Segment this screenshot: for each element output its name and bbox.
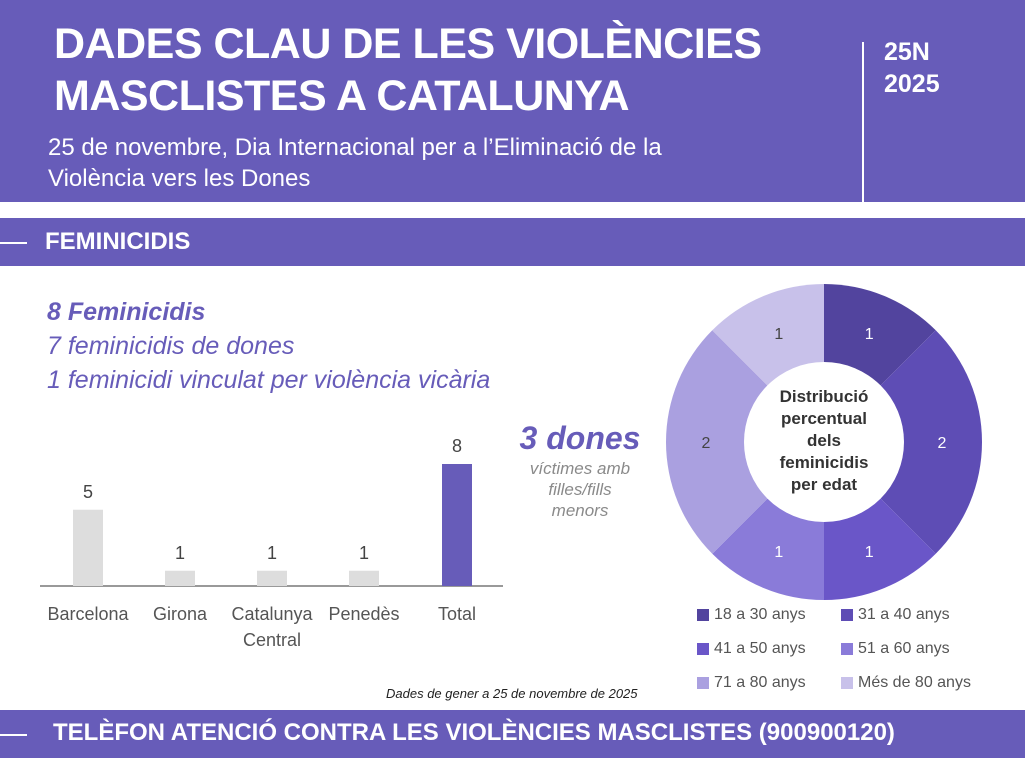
legend-swatch [697,609,709,621]
children-count: 3 dones [519,420,641,456]
legend-label: 41 a 50 anys [714,640,806,657]
children-text: víctimes amb [529,459,631,478]
donut-center-label: Distribució [780,387,869,406]
slice-value-label: 1 [865,326,874,343]
x-tick-label: Penedès [328,604,399,624]
legend-item: 18 a 30 anys [697,606,806,624]
section-header: FEMINICIDIS [0,218,1025,266]
legend-swatch [697,643,709,655]
children-stat: 3 dones víctimes amb filles/fills menors [505,418,655,521]
children-text: filles/fills [548,480,612,499]
data-note: Dades de gener a 25 de novembre de 2025 [386,686,638,701]
divider [862,42,864,202]
footer: TELÈFON ATENCIÓ CONTRA LES VIOLÈNCIES MA… [0,710,1025,758]
stat-total: 8 Feminicidis [47,298,206,326]
section-title: FEMINICIDIS [45,228,191,255]
title-line: DADES CLAU DE LES VIOLÈNCIES [54,20,762,68]
title-line: MASCLISTES A CATALUNYA [54,72,630,120]
donut-center-label: percentual [781,409,867,428]
legend-swatch [841,643,853,655]
legend-swatch [841,677,853,689]
legend-item: Més de 80 anys [841,674,971,692]
donut-center-label: dels [807,431,841,450]
header: DADES CLAU DE LES VIOLÈNCIES MASCLISTES A… [0,0,1025,202]
subtitle: 25 de novembre, Dia Internacional per a … [48,132,848,194]
bar-value-label: 8 [452,436,462,456]
dash [0,242,27,244]
legend-label: 51 a 60 anys [858,640,950,657]
bar-value-label: 1 [267,543,277,563]
dash [0,734,27,736]
legend-label: 71 a 80 anys [714,674,806,691]
slice-value-label: 1 [865,544,874,561]
slice-value-label: 1 [774,544,783,561]
slice-value-label: 1 [774,326,783,343]
bar-value-label: 1 [175,543,185,563]
legend-label: 18 a 30 anys [714,606,806,623]
subtitle-line: Violència vers les Dones [48,165,311,192]
stats: 8 Feminicidis 7 feminicidis de dones 1 f… [47,295,490,397]
bar [349,570,379,586]
x-tick-label: Girona [153,604,208,624]
legend-item: 31 a 40 anys [841,606,950,624]
legend-item: 41 a 50 anys [697,640,806,658]
slice-value-label: 2 [702,435,711,452]
tag-line: 25N [884,38,930,66]
bar [257,570,287,586]
x-tick-label: Total [438,604,476,624]
page-title: DADES CLAU DE LES VIOLÈNCIES MASCLISTES A… [54,18,762,122]
donut-hole [744,362,904,522]
legend-label: 31 a 40 anys [858,606,950,623]
tag-line: 2025 [884,70,940,98]
children-text: menors [551,501,609,520]
bar [165,570,195,586]
legend-item: 51 a 60 anys [841,640,950,658]
event-tag: 25N 2025 [884,36,940,100]
legend-label: Més de 80 anys [858,674,971,691]
bar [73,509,103,586]
legend-swatch [841,609,853,621]
x-tick-label: Catalunya [231,604,313,624]
x-tick-label: Barcelona [47,604,129,624]
bar [442,464,472,586]
legend-item: 71 a 80 anys [697,674,806,692]
slice-value-label: 2 [938,435,947,452]
legend-swatch [697,677,709,689]
footer-title[interactable]: TELÈFON ATENCIÓ CONTRA LES VIOLÈNCIES MA… [53,719,895,746]
stat-women: 7 feminicidis de dones [47,332,295,360]
stat-vicarious: 1 feminicidi vinculat per violència vicà… [47,366,491,394]
donut-center-label: per edat [791,475,857,494]
donut-center-label: feminicidis [780,453,869,472]
x-tick-label: Central [243,630,301,650]
bar-value-label: 5 [83,482,93,502]
subtitle-line: 25 de novembre, Dia Internacional per a … [48,134,662,161]
bar-value-label: 1 [359,543,369,563]
